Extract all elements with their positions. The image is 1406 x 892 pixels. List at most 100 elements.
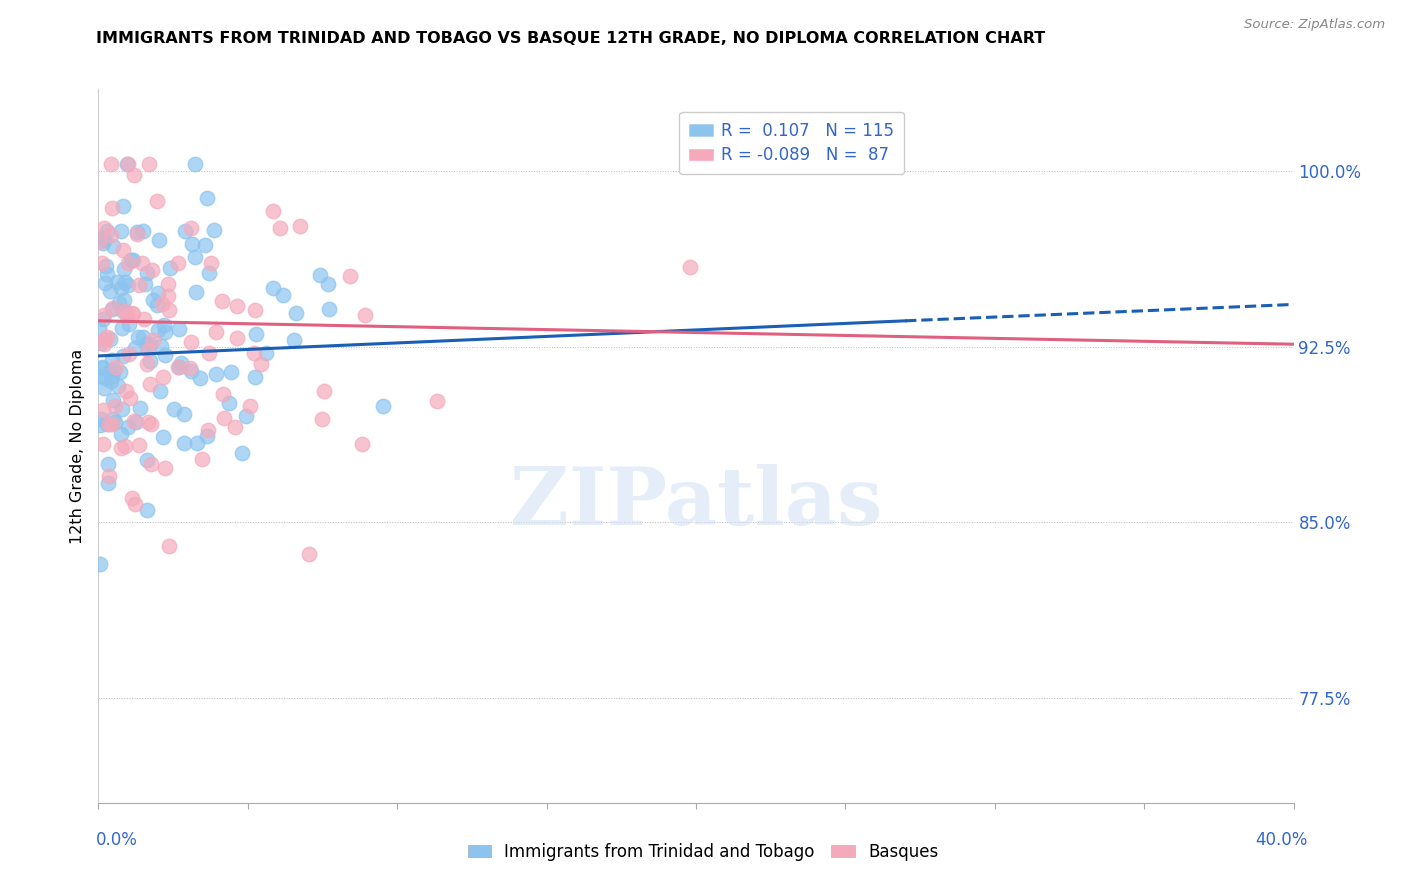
Text: Source: ZipAtlas.com: Source: ZipAtlas.com: [1244, 18, 1385, 31]
Point: [89, 418, 111, 433]
Point: [153, 325, 176, 339]
Point: [103, 301, 125, 315]
Point: [98, 468, 121, 483]
Text: 40.0%: 40.0%: [1256, 831, 1308, 849]
Point: [112, 243, 135, 257]
Point: [169, 360, 191, 375]
Point: [89, 336, 111, 351]
Point: [93, 337, 115, 351]
Point: [91, 403, 114, 417]
Point: [181, 236, 204, 251]
Point: [138, 376, 160, 391]
Point: [125, 225, 148, 239]
Point: [136, 453, 159, 467]
Point: [114, 303, 136, 318]
Point: [152, 429, 174, 443]
Point: [283, 333, 305, 347]
Point: [96, 330, 118, 344]
Point: [122, 414, 145, 428]
Point: [250, 357, 273, 371]
Point: [426, 393, 449, 408]
Point: [153, 348, 176, 362]
Point: [141, 457, 163, 471]
Point: [298, 547, 321, 561]
Point: [198, 266, 221, 280]
Point: [157, 277, 180, 291]
Point: [112, 261, 135, 276]
Y-axis label: 12th Grade, No Diploma: 12th Grade, No Diploma: [70, 349, 86, 543]
Point: [101, 239, 124, 253]
Point: [136, 503, 159, 517]
Point: [678, 260, 700, 275]
Point: [91, 311, 114, 326]
Point: [104, 399, 127, 413]
Point: [173, 407, 195, 421]
Point: [117, 278, 139, 293]
Point: [128, 278, 150, 293]
Point: [243, 370, 266, 384]
Point: [195, 191, 218, 205]
Point: [135, 266, 157, 280]
Point: [186, 435, 208, 450]
Point: [100, 228, 122, 243]
Point: [135, 337, 157, 351]
Point: [157, 288, 180, 302]
Point: [157, 303, 180, 318]
Point: [114, 276, 136, 290]
Point: [242, 346, 264, 360]
Point: [127, 329, 149, 343]
Point: [235, 409, 257, 423]
Point: [87, 321, 110, 335]
Point: [93, 308, 115, 322]
Point: [94, 259, 117, 273]
Point: [204, 325, 226, 339]
Point: [110, 280, 132, 294]
Point: [117, 419, 139, 434]
Point: [98, 364, 121, 378]
Point: [105, 275, 128, 289]
Point: [118, 391, 141, 405]
Point: [124, 415, 146, 429]
Point: [231, 446, 253, 460]
Point: [184, 250, 207, 264]
Point: [124, 341, 146, 355]
Point: [218, 396, 240, 410]
Text: ZIPatlas: ZIPatlas: [510, 464, 882, 542]
Point: [96, 417, 118, 432]
Point: [90, 411, 112, 425]
Point: [108, 295, 131, 310]
Point: [112, 349, 135, 363]
Point: [128, 438, 150, 452]
Point: [173, 435, 195, 450]
Point: [120, 252, 142, 267]
Point: [101, 411, 124, 425]
Point: [132, 224, 155, 238]
Point: [100, 352, 122, 367]
Point: [180, 364, 202, 378]
Point: [155, 461, 177, 475]
Point: [318, 302, 340, 317]
Point: [167, 256, 190, 270]
Point: [100, 301, 122, 316]
Point: [136, 343, 159, 357]
Point: [139, 336, 162, 351]
Point: [373, 400, 395, 414]
Point: [167, 360, 190, 375]
Point: [262, 281, 284, 295]
Point: [111, 199, 134, 213]
Point: [269, 220, 291, 235]
Point: [174, 224, 197, 238]
Point: [89, 235, 111, 250]
Point: [136, 357, 159, 371]
Point: [117, 157, 139, 171]
Point: [104, 415, 127, 429]
Point: [132, 330, 155, 344]
Point: [103, 362, 125, 376]
Point: [245, 327, 267, 342]
Point: [243, 303, 266, 318]
Point: [146, 194, 169, 208]
Point: [97, 457, 120, 471]
Legend: R =  0.107   N = 115, R = -0.089   N =  87: R = 0.107 N = 115, R = -0.089 N = 87: [679, 112, 904, 175]
Point: [93, 231, 115, 245]
Point: [91, 360, 114, 375]
